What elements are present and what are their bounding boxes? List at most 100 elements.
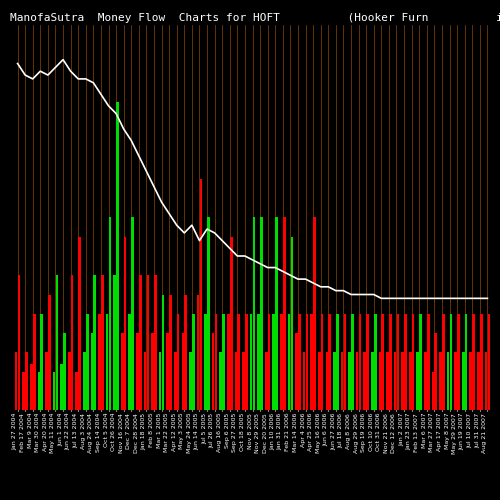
Bar (146, 275, 149, 410)
Bar (364, 352, 366, 410)
Bar (116, 102, 119, 410)
Bar (427, 314, 430, 410)
Bar (470, 352, 472, 410)
Bar (328, 314, 331, 410)
Bar (15, 352, 18, 410)
Bar (318, 352, 320, 410)
Bar (386, 352, 389, 410)
Bar (465, 314, 468, 410)
Bar (56, 275, 58, 410)
Bar (303, 352, 306, 410)
Bar (340, 352, 344, 410)
Bar (336, 314, 338, 410)
Bar (356, 352, 358, 410)
Bar (280, 314, 282, 410)
Bar (404, 314, 407, 410)
Bar (68, 352, 70, 410)
Bar (114, 275, 116, 410)
Bar (106, 314, 108, 410)
Bar (40, 314, 43, 410)
Bar (63, 333, 66, 410)
Bar (432, 372, 434, 410)
Bar (484, 352, 488, 410)
Bar (184, 294, 187, 410)
Bar (442, 314, 444, 410)
Bar (409, 352, 412, 410)
Bar (230, 237, 232, 410)
Bar (101, 275, 103, 410)
Bar (26, 352, 28, 410)
Bar (189, 352, 192, 410)
Bar (424, 352, 426, 410)
Bar (371, 352, 374, 410)
Bar (177, 314, 180, 410)
Bar (389, 314, 392, 410)
Bar (358, 314, 362, 410)
Bar (78, 237, 81, 410)
Bar (90, 333, 93, 410)
Bar (276, 218, 278, 410)
Bar (288, 314, 290, 410)
Bar (222, 314, 225, 410)
Bar (83, 352, 86, 410)
Bar (170, 294, 172, 410)
Bar (196, 294, 200, 410)
Bar (265, 352, 268, 410)
Bar (124, 237, 126, 410)
Bar (283, 218, 286, 410)
Bar (447, 352, 450, 410)
Bar (439, 352, 442, 410)
Bar (207, 218, 210, 410)
Bar (382, 314, 384, 410)
Bar (220, 352, 222, 410)
Bar (454, 352, 457, 410)
Bar (252, 218, 256, 410)
Bar (30, 364, 32, 410)
Bar (70, 275, 74, 410)
Bar (298, 314, 300, 410)
Bar (128, 314, 131, 410)
Bar (348, 352, 351, 410)
Bar (76, 372, 78, 410)
Bar (480, 314, 482, 410)
Bar (151, 333, 154, 410)
Bar (159, 352, 162, 410)
Bar (132, 218, 134, 410)
Bar (154, 275, 157, 410)
Bar (33, 314, 35, 410)
Bar (394, 352, 396, 410)
Bar (245, 314, 248, 410)
Bar (86, 314, 88, 410)
Bar (313, 218, 316, 410)
Bar (450, 314, 452, 410)
Bar (477, 352, 480, 410)
Bar (234, 352, 237, 410)
Bar (121, 333, 124, 410)
Bar (258, 314, 260, 410)
Bar (144, 352, 146, 410)
Bar (200, 179, 202, 410)
Bar (333, 352, 336, 410)
Bar (268, 314, 270, 410)
Bar (139, 275, 141, 410)
Bar (227, 314, 230, 410)
Bar (22, 372, 25, 410)
Bar (462, 352, 464, 410)
Bar (212, 333, 214, 410)
Bar (174, 352, 176, 410)
Bar (472, 314, 475, 410)
Bar (374, 314, 376, 410)
Bar (162, 294, 164, 410)
Bar (94, 275, 96, 410)
Bar (38, 372, 40, 410)
Bar (310, 314, 313, 410)
Bar (242, 352, 245, 410)
Bar (60, 364, 63, 410)
Bar (48, 294, 50, 410)
Bar (306, 314, 308, 410)
Bar (416, 352, 419, 410)
Bar (290, 237, 293, 410)
Bar (214, 314, 218, 410)
Bar (295, 333, 298, 410)
Bar (402, 352, 404, 410)
